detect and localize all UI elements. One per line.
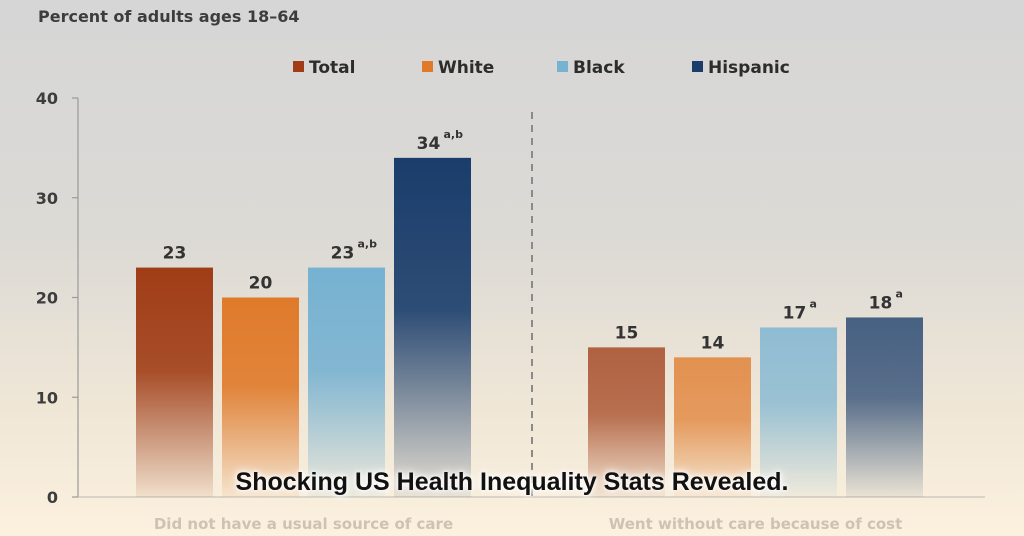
legend-swatch <box>422 61 433 72</box>
bar <box>846 317 923 497</box>
category-label: Went without care because of cost <box>609 515 903 533</box>
legend-label: Total <box>309 58 355 78</box>
legend-label: White <box>438 58 494 78</box>
bar-value-label: 18 <box>869 293 893 313</box>
bar-value-label: 14 <box>701 333 725 353</box>
legend-label: Hispanic <box>708 58 790 78</box>
bar <box>394 157 471 497</box>
bar-value-label: 15 <box>615 323 639 343</box>
y-tick-label: 40 <box>36 89 58 108</box>
legend-label: Black <box>573 58 625 78</box>
y-tick-label: 10 <box>36 388 58 407</box>
legend-swatch <box>293 61 304 72</box>
bar <box>136 267 213 497</box>
legend-swatch <box>692 61 703 72</box>
bar <box>222 297 299 497</box>
bar <box>308 267 385 497</box>
bar <box>588 347 665 497</box>
bar-value-label: 20 <box>249 274 273 294</box>
y-axis-label: Percent of adults ages 18–64 <box>38 7 300 26</box>
caption-overlay: Shocking US Health Inequality Stats Reve… <box>235 468 789 496</box>
y-tick-label: 0 <box>47 488 58 507</box>
bar-value-label: 23 <box>163 244 187 264</box>
bar-footnote-marker: a,b <box>358 238 378 251</box>
category-labels: Did not have a usual source of care Went … <box>154 515 902 533</box>
y-tick-label: 30 <box>36 189 58 208</box>
bar-value-label: 34 <box>417 134 441 154</box>
legend-swatch <box>557 61 568 72</box>
bar-value-label: 17 <box>783 303 807 323</box>
bar-value-label: 23 <box>331 244 355 264</box>
legend: Total White Black Hispanic <box>293 58 790 78</box>
category-label: Did not have a usual source of care <box>154 515 453 533</box>
y-tick-label: 20 <box>36 289 58 308</box>
bar-footnote-marker: a <box>896 287 903 300</box>
bar <box>674 357 751 497</box>
bar <box>760 327 837 497</box>
bar-footnote-marker: a <box>810 297 817 310</box>
bar-footnote-marker: a,b <box>444 128 464 141</box>
